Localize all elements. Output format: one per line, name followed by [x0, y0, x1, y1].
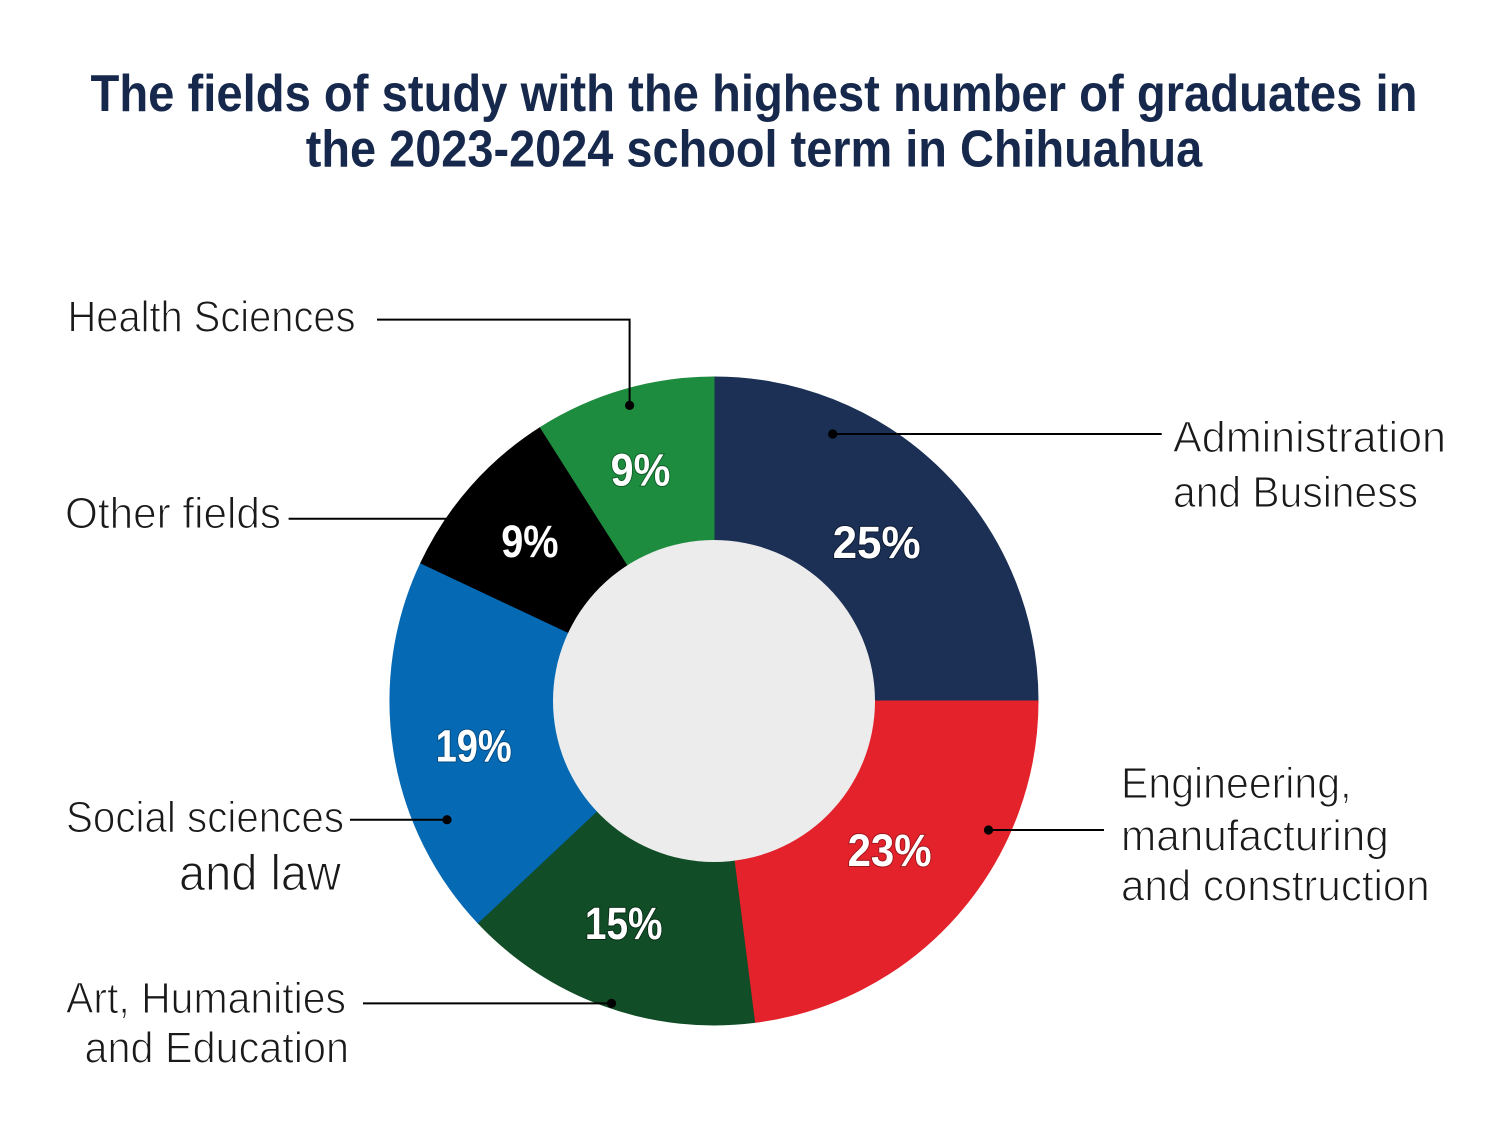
svg-text:and Business: and Business	[1173, 468, 1418, 517]
svg-text:Administration: Administration	[1173, 413, 1446, 462]
svg-text:19%: 19%	[436, 720, 512, 771]
svg-text:The fields of study with the h: The fields of study with the highest num…	[91, 65, 1418, 123]
svg-text:9%: 9%	[611, 445, 671, 496]
svg-text:Social sciences: Social sciences	[66, 793, 344, 842]
svg-text:the 2023-2024 school term in C: the 2023-2024 school term in Chihuahua	[306, 121, 1203, 179]
svg-text:Health Sciences: Health Sciences	[68, 292, 356, 341]
svg-text:Engineering,: Engineering,	[1121, 759, 1352, 808]
svg-text:25%: 25%	[833, 517, 921, 568]
svg-text:23%: 23%	[848, 825, 932, 876]
svg-text:and law: and law	[179, 845, 342, 901]
svg-text:9%: 9%	[501, 516, 558, 567]
svg-text:and Education: and Education	[85, 1023, 350, 1072]
svg-text:and construction: and construction	[1121, 862, 1430, 911]
svg-text:Art, Humanities: Art, Humanities	[66, 974, 346, 1023]
svg-text:Other fields: Other fields	[65, 489, 281, 538]
svg-text:manufacturing: manufacturing	[1121, 811, 1389, 860]
svg-text:15%: 15%	[585, 898, 663, 949]
